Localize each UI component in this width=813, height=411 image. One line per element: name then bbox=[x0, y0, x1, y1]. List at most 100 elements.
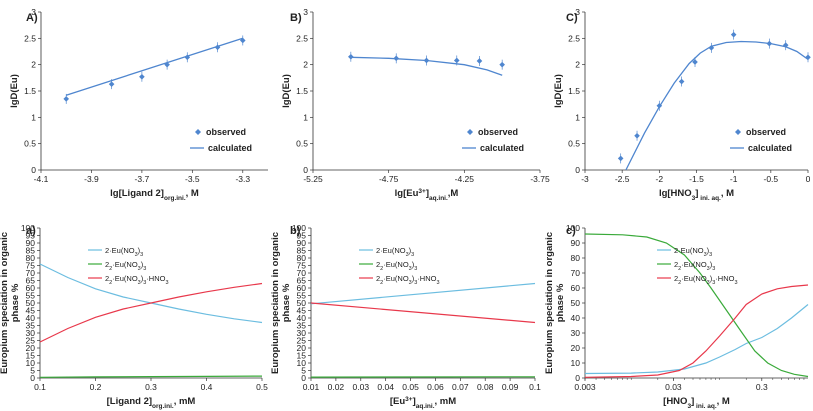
observed-point bbox=[692, 59, 698, 65]
panel-C: C) 0 0.5 1 1.5 2 2.5 3 -3 -2.5 -2 -1.5 -1 -0.5 0 lg[HNO… bbox=[553, 7, 811, 202]
y-tick-label: 65 bbox=[297, 276, 307, 286]
y-tick-label: 75 bbox=[297, 261, 307, 271]
y-tick-label: 0.5 bbox=[568, 139, 580, 149]
x-tick-label: -3 bbox=[581, 174, 589, 184]
x-axis-title-part: 3 bbox=[692, 195, 696, 202]
legend-label-part: ·Eu(NO bbox=[681, 274, 707, 283]
panel-label: b) bbox=[290, 225, 301, 237]
y-tick-label: 50 bbox=[26, 298, 36, 308]
y-tick-label: 5 bbox=[301, 366, 306, 376]
legend-label-part: 3 bbox=[734, 280, 737, 286]
y-tick-label: 40 bbox=[26, 313, 36, 323]
x-tick-label: -3.75 bbox=[530, 174, 550, 184]
legend-observed-marker bbox=[195, 129, 201, 135]
y-tick-label: 65 bbox=[26, 276, 36, 286]
y-tick-label: 95 bbox=[297, 231, 307, 241]
x-tick-label: 0.05 bbox=[402, 382, 419, 392]
legend-label-part: ) bbox=[141, 274, 144, 283]
x-tick-label: -1.5 bbox=[689, 174, 704, 184]
observed-point bbox=[453, 57, 460, 64]
y-tick-label: 50 bbox=[571, 298, 581, 308]
y-axis-title: lgD(Eu) bbox=[553, 74, 564, 108]
legend-calculated-label: calculated bbox=[748, 143, 792, 153]
x-tick-label: -0.5 bbox=[764, 174, 779, 184]
panel-label: c) bbox=[566, 225, 576, 237]
y-tick-label: 30 bbox=[571, 328, 581, 338]
calculated-line bbox=[625, 40, 809, 171]
observed-point bbox=[499, 61, 505, 68]
legend-label-part: ) bbox=[412, 260, 415, 269]
y-axis-title: Europium speciation in organic bbox=[544, 232, 555, 374]
x-axis-title-part: aq.ini. bbox=[429, 195, 448, 202]
y-tick-label: 70 bbox=[26, 268, 36, 278]
y-tick-label: 3 bbox=[31, 7, 36, 17]
y-tick-label: 0 bbox=[575, 165, 580, 175]
y-axis-title: lgD(Eu) bbox=[9, 74, 20, 108]
y-tick-label: 2 bbox=[303, 60, 308, 70]
y-tick-label: 40 bbox=[571, 313, 581, 323]
x-tick-label: -4.75 bbox=[379, 174, 399, 184]
y-tick-label: 85 bbox=[26, 246, 36, 256]
y-tick-label: 0.5 bbox=[24, 139, 36, 149]
y-tick-label: 0.5 bbox=[296, 139, 308, 149]
x-tick-label: -3.5 bbox=[185, 174, 200, 184]
legend-label-part: ) bbox=[710, 260, 713, 269]
legend-label-3: 22·Eu(NO3)3·HNO3 bbox=[105, 274, 169, 286]
y-tick-label: 100 bbox=[292, 223, 306, 233]
y-axis-title: phase % bbox=[10, 283, 21, 322]
y-tick-label: 2.5 bbox=[24, 33, 36, 43]
legend-label-part: 2·Eu(NO bbox=[674, 246, 704, 255]
y-tick-label: 3 bbox=[303, 7, 308, 17]
legend-label-part: ·Eu(NO bbox=[112, 260, 138, 269]
observed-point bbox=[617, 155, 624, 162]
y-tick-label: 1.5 bbox=[568, 86, 580, 96]
x-axis-title-part: [Eu bbox=[390, 396, 406, 407]
observed-point bbox=[139, 73, 145, 80]
legend-label-1: 2·Eu(NO3)3 bbox=[376, 246, 414, 258]
legend-label-1: 2·Eu(NO3)3 bbox=[674, 246, 712, 258]
x-axis-title-part: ] bbox=[691, 396, 694, 407]
y-tick-label: 100 bbox=[21, 223, 35, 233]
y-tick-label: 20 bbox=[571, 343, 581, 353]
y-tick-label: 30 bbox=[297, 328, 307, 338]
panel-A: A) 0 0.5 1 1.5 2 2.5 3 -4.1 -3.9 -3.7 -3.5 -3.3 lg[Li… bbox=[9, 7, 268, 202]
legend-label-part: ) bbox=[138, 246, 141, 255]
x-axis-title-part: , M bbox=[721, 188, 734, 199]
legend-label-part: 3 bbox=[712, 266, 715, 272]
legend-label-part: ) bbox=[710, 274, 713, 283]
y-tick-label: 80 bbox=[26, 253, 36, 263]
species-line-2 bbox=[39, 375, 263, 378]
x-axis-title-part: 3+ bbox=[405, 396, 413, 403]
y-tick-label: 55 bbox=[297, 291, 307, 301]
y-tick-label: 95 bbox=[26, 231, 36, 241]
species-line-1 bbox=[584, 304, 809, 375]
observed-point bbox=[730, 31, 737, 38]
panel-label: C) bbox=[566, 12, 578, 24]
x-axis-title-part: ini. aq. bbox=[698, 195, 721, 202]
x-tick-label: 0.3 bbox=[756, 382, 768, 392]
legend-label-part: 3 bbox=[143, 266, 146, 272]
legend-label-3: 22·Eu(NO3)3·HNO3 bbox=[674, 274, 738, 286]
x-tick-label: -4.25 bbox=[455, 174, 475, 184]
x-tick-label: -2.5 bbox=[615, 174, 630, 184]
y-axis-title: lgD(Eu) bbox=[281, 74, 292, 108]
legend-observed-marker bbox=[735, 129, 741, 135]
y-axis-title: phase % bbox=[281, 283, 292, 322]
legend-label-part: 3 bbox=[436, 280, 439, 286]
legend-label-part: 2·Eu(NO bbox=[376, 246, 406, 255]
legend-observed-label: observed bbox=[206, 127, 246, 137]
y-tick-label: 70 bbox=[571, 268, 581, 278]
y-tick-label: 35 bbox=[297, 321, 307, 331]
legend-label-part: 2 bbox=[380, 266, 383, 272]
x-axis-title-part: , M bbox=[717, 396, 730, 407]
y-tick-label: 60 bbox=[571, 283, 581, 293]
observed-point bbox=[476, 58, 483, 64]
legend-label-part: ) bbox=[707, 246, 710, 255]
species-line-3 bbox=[310, 302, 536, 324]
legend-label-part: 3 bbox=[135, 252, 138, 258]
y-tick-label: 10 bbox=[297, 358, 307, 368]
x-axis-title-part: org.ini. bbox=[164, 195, 186, 202]
y-tick-label: 10 bbox=[26, 358, 36, 368]
legend-label-part: 2 bbox=[109, 266, 112, 272]
